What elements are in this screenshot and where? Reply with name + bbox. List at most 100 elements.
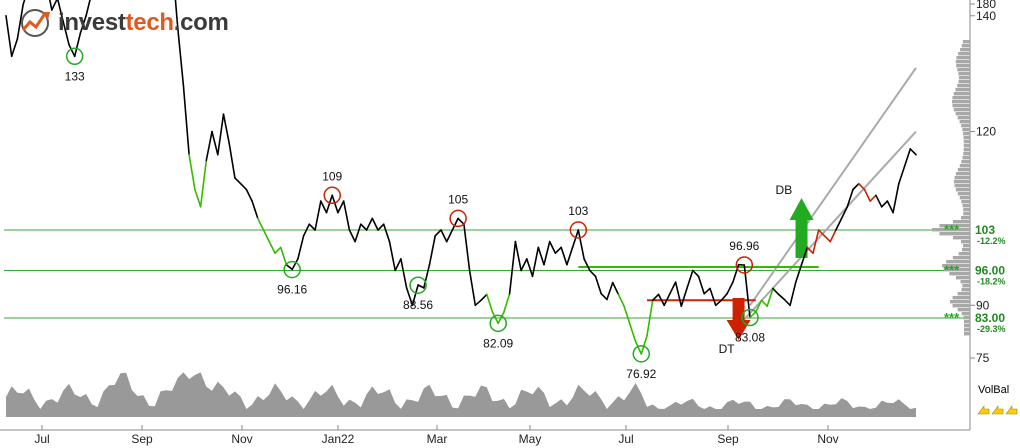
histogram-bar — [963, 328, 970, 332]
x-tick-label: Jul — [618, 432, 633, 446]
histogram-bar — [946, 260, 970, 264]
price-segment — [319, 200, 328, 214]
histogram-bar — [963, 208, 970, 212]
histogram-bar — [963, 140, 970, 144]
histogram-bar — [958, 76, 970, 80]
y-tick-label: 140 — [976, 9, 996, 23]
histogram-bar — [961, 248, 970, 252]
price-segment — [520, 258, 528, 272]
price-segment — [783, 298, 791, 307]
histogram-bar — [954, 180, 970, 184]
x-tick-label: Nov — [231, 432, 252, 446]
price-segment — [657, 293, 666, 307]
trough-label: 83.08 — [735, 331, 765, 345]
histogram-bar — [942, 264, 970, 268]
price-segment — [772, 287, 780, 296]
level-stars: *** — [944, 222, 960, 237]
price-segment — [57, 0, 65, 23]
histogram-bar — [957, 68, 970, 72]
price-segment — [22, 0, 26, 5]
level-percent-label: -18.2% — [977, 277, 1006, 287]
level-stars: *** — [944, 263, 960, 278]
price-segment — [709, 287, 717, 307]
price-segment — [354, 223, 362, 243]
price-segment — [600, 292, 608, 301]
channel-lower-line — [743, 130, 917, 321]
histogram-bar — [963, 136, 970, 140]
signal-arrows: DB DT — [719, 183, 814, 356]
price-segment — [606, 281, 614, 301]
trough-marker — [489, 314, 507, 333]
logo-text: investtech.com — [58, 9, 229, 36]
price-segment — [314, 200, 322, 231]
peak-marker — [449, 209, 467, 228]
price-segment — [382, 223, 391, 243]
histogram-bar — [962, 204, 970, 208]
price-segment — [634, 340, 643, 355]
investtech-logo[interactable]: investtech.com — [18, 6, 229, 40]
histogram-bar — [949, 272, 970, 276]
price-segment — [829, 229, 837, 243]
trough-marker — [283, 260, 301, 279]
histogram-bar — [955, 60, 970, 64]
histogram-bar — [963, 316, 970, 320]
price-segment — [457, 217, 465, 225]
histogram-bar — [955, 88, 970, 92]
price-segment — [583, 258, 591, 272]
price-segment — [405, 287, 414, 307]
price-segment — [331, 194, 339, 214]
volume-balance-arrows-icon — [977, 405, 1018, 415]
price-segment — [285, 263, 294, 271]
trough-label: 133 — [65, 69, 85, 83]
level-label-bg — [971, 310, 1017, 334]
price-segment — [628, 323, 637, 343]
histogram-bar — [963, 144, 970, 148]
price-segment — [897, 165, 906, 185]
price-segment — [10, 38, 19, 58]
price-segment — [548, 240, 557, 254]
histogram-bar — [959, 164, 970, 168]
histogram-bar — [958, 80, 970, 84]
price-segment — [428, 235, 437, 266]
peak-marker — [323, 186, 341, 205]
x-tick-label: Jul — [34, 432, 49, 446]
price-segment — [194, 188, 202, 208]
price-segment — [245, 188, 253, 202]
trough-marker — [65, 47, 84, 66]
price-segment — [806, 246, 814, 254]
price-segment — [434, 229, 442, 237]
price-segment — [623, 305, 631, 325]
histogram-bar — [960, 280, 970, 284]
logo-icon — [21, 9, 50, 37]
x-tick-label: Sep — [717, 432, 739, 446]
price-segment — [239, 182, 248, 191]
level-labels: *** 103-12.2% *** 96.00-18.2% *** 83.00-29.3% — [944, 222, 1017, 334]
price-segment — [852, 182, 860, 191]
price-segment — [651, 293, 660, 302]
price-segment — [50, 0, 58, 11]
histogram-bar — [959, 196, 970, 200]
price-segment — [892, 182, 900, 214]
price-segment — [308, 223, 316, 231]
histogram-bar — [939, 224, 970, 228]
histogram-bar — [957, 192, 970, 196]
price-segment — [337, 200, 345, 214]
trough-marker — [409, 276, 427, 294]
price-segment — [480, 293, 488, 302]
histogram-bar — [963, 332, 970, 336]
price-segment — [256, 217, 265, 231]
histogram-bar — [952, 304, 970, 308]
price-segment — [176, 26, 185, 87]
price-segment — [674, 281, 683, 308]
histogram-bar — [952, 220, 970, 224]
y-tick-label: 120 — [976, 125, 996, 139]
buy-signal-label: DB — [776, 183, 793, 197]
volume-balance-indicator — [976, 400, 1020, 418]
price-segment — [554, 246, 563, 254]
price-segment — [617, 293, 625, 308]
histogram-bar — [952, 236, 970, 240]
price-segment — [485, 293, 494, 313]
histogram-bar — [957, 308, 970, 312]
price-segment — [491, 311, 500, 325]
price-segment — [342, 200, 351, 231]
